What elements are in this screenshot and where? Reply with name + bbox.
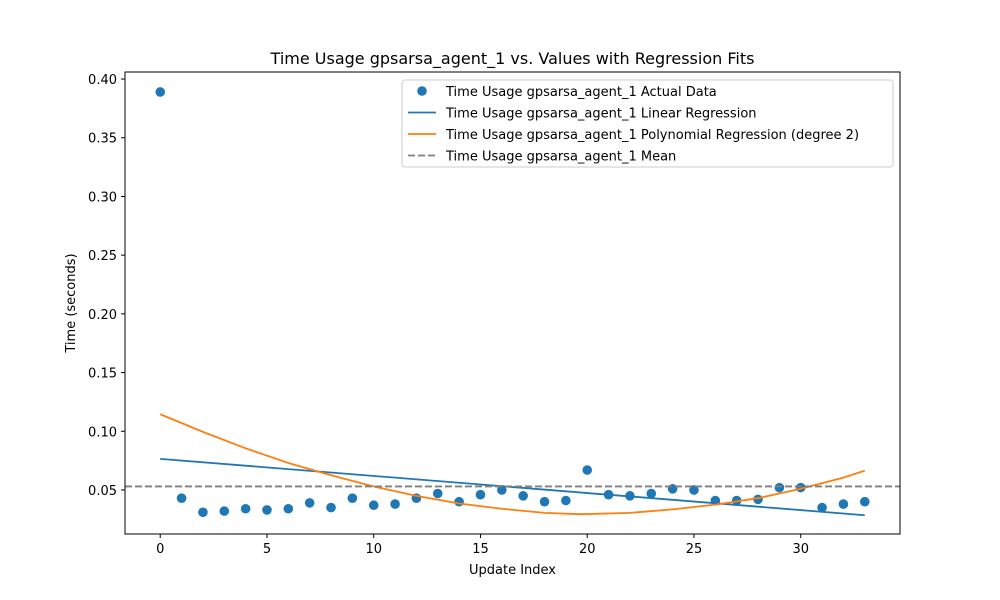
- data-point: [859, 496, 870, 507]
- x-tick-label: 30: [792, 542, 809, 557]
- y-tick-label: 0.15: [88, 367, 117, 382]
- x-tick-label: 25: [686, 542, 703, 557]
- data-point: [454, 496, 464, 507]
- legend-box: [401, 79, 894, 168]
- data-point: [817, 502, 827, 513]
- data-point: [326, 502, 336, 513]
- legend-label: Time Usage gpsarsa_agent_1 Actual Data: [445, 85, 717, 100]
- y-tick-label: 0.05: [88, 484, 117, 499]
- plot-area: [125, 87, 900, 518]
- data-point: [368, 500, 379, 511]
- data-point: [240, 503, 251, 514]
- data-point: [219, 506, 230, 516]
- y-tick-label: 0.25: [88, 249, 117, 264]
- x-axis: 0 5 10 15 20 25 30: [156, 534, 809, 557]
- data-point: [667, 483, 678, 494]
- data-point: [774, 482, 785, 493]
- chart-title: Time Usage gpsarsa_agent_1 vs. Values wi…: [270, 49, 755, 69]
- data-point: [155, 87, 166, 97]
- linear-regression-line: [160, 457, 865, 517]
- data-point: [497, 485, 507, 495]
- y-tick-label: 0.10: [88, 425, 117, 440]
- data-point: [689, 485, 699, 495]
- polynomial-regression-line: [159, 413, 866, 515]
- legend-label: Time Usage gpsarsa_agent_1 Polynomial Re…: [445, 128, 859, 143]
- data-point: [582, 465, 593, 475]
- x-tick-label: 10: [365, 542, 382, 557]
- data-point: [646, 488, 657, 499]
- y-axis: 0.05 0.10 0.15 0.20 0.25 0.30 0.35 0.40: [88, 73, 125, 499]
- x-tick-label: 5: [263, 542, 271, 557]
- legend: Time Usage gpsarsa_agent_1 Actual Data Ti…: [401, 79, 894, 168]
- y-tick-label: 0.30: [88, 190, 117, 205]
- data-point: [283, 503, 294, 514]
- data-point: [432, 488, 443, 499]
- data-point: [475, 489, 486, 500]
- data-point: [390, 499, 400, 509]
- legend-label: Time Usage gpsarsa_agent_1 Linear Regres…: [445, 107, 757, 122]
- x-tick-label: 15: [472, 542, 489, 557]
- y-tick-label: 0.35: [88, 132, 117, 147]
- legend-label: Time Usage gpsarsa_agent_1 Mean: [445, 150, 676, 165]
- x-tick-label: 0: [156, 542, 164, 557]
- y-tick-label: 0.20: [88, 308, 117, 323]
- data-point: [176, 493, 187, 503]
- data-point: [262, 505, 272, 515]
- data-point: [304, 498, 315, 508]
- data-point: [539, 496, 550, 507]
- y-axis-label: Time (seconds): [64, 253, 79, 353]
- data-point: [518, 491, 528, 501]
- x-tick-label: 20: [579, 542, 596, 557]
- data-point: [561, 495, 571, 506]
- plot-frame: [124, 71, 901, 535]
- data-point: [347, 493, 358, 503]
- y-tick-label: 0.40: [88, 73, 117, 88]
- data-point: [838, 499, 849, 509]
- legend-marker-actual: [417, 86, 427, 96]
- data-point: [198, 507, 208, 518]
- x-axis-label: Update Index: [469, 563, 556, 578]
